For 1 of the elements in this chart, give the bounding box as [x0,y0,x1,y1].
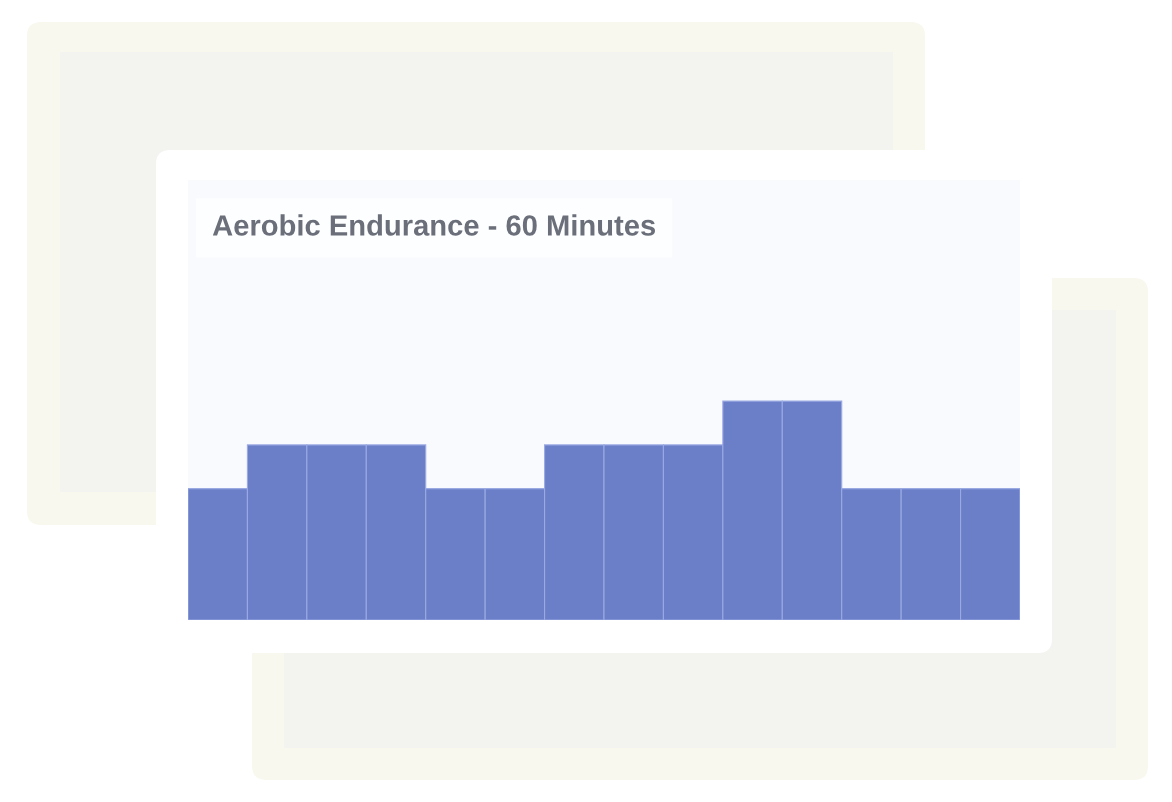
chart-title: Aerobic Endurance - 60 Minutes [212,214,656,236]
